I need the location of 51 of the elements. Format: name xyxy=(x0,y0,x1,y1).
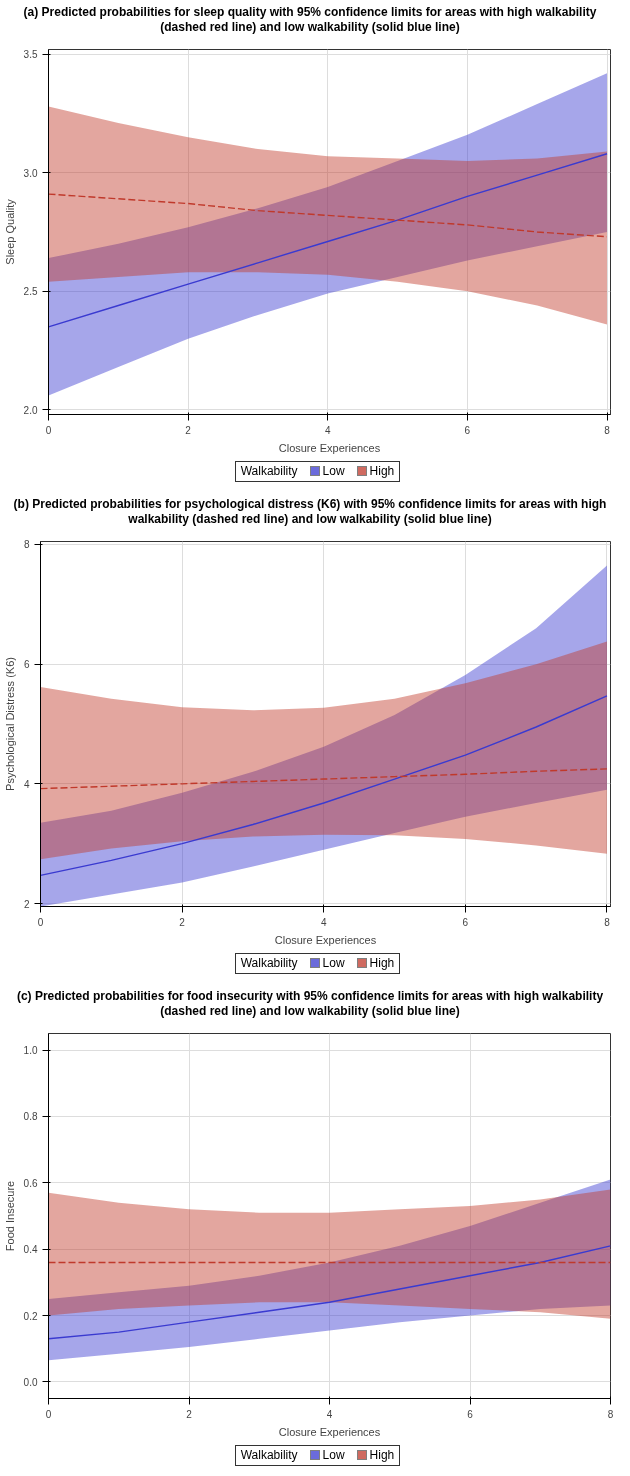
x-tick-label: 0 xyxy=(45,1408,52,1420)
x-tick-label: 2 xyxy=(179,916,186,928)
y-tick-label: 0.6 xyxy=(23,1177,38,1189)
y-tick-label: 3.0 xyxy=(23,167,38,179)
y-tick-label: 4 xyxy=(23,778,30,790)
chart-title: (b) Predicted probabilities for psychological distress (K6) with 95% confidence limits for areas with high walkability (dashed red line) and low walkability (solid blue line) xyxy=(12,497,608,527)
legend-label: Low xyxy=(322,956,345,970)
chart-title: (a) Predicted probabilities for sleep quality with 95% confidence limits for areas with high walkability (dashed red line) and low walkability (solid blue line) xyxy=(22,5,598,35)
x-axis-title: Closure Experiences xyxy=(274,933,377,946)
x-tick-label: 6 xyxy=(467,1408,474,1420)
legend-label: Low xyxy=(322,1448,345,1462)
y-tick-label: 3.5 xyxy=(23,49,38,61)
y-tick-label: 0.0 xyxy=(23,1376,38,1388)
x-tick-label: 4 xyxy=(326,1408,333,1420)
x-tick-label: 8 xyxy=(604,916,611,928)
y-tick-label: 0.8 xyxy=(23,1111,38,1123)
y-axis-title: Food Insecure xyxy=(3,1180,16,1252)
x-tick-label: 0 xyxy=(45,424,52,436)
legend-label: High xyxy=(369,956,395,970)
y-tick-label: 6 xyxy=(23,659,30,671)
x-axis-title: Closure Experiences xyxy=(278,1425,381,1438)
chart-title: (c) Predicted probabilities for food insecurity with 95% confidence limits for areas with high walkability (dashed red line) and low walkability (solid blue line) xyxy=(15,989,605,1019)
y-tick-label: 2.0 xyxy=(23,404,38,416)
x-tick-label: 6 xyxy=(462,916,469,928)
y-tick-label: 2.5 xyxy=(23,286,38,298)
legend-title: Walkability xyxy=(240,464,298,478)
legend-label: Low xyxy=(322,464,345,478)
x-tick-label: 2 xyxy=(185,424,192,436)
y-axis-title: Sleep Quality xyxy=(3,198,16,265)
legend-title: Walkability xyxy=(240,1448,298,1462)
x-tick-label: 2 xyxy=(186,1408,193,1420)
line-series xyxy=(40,768,608,790)
x-tick-label: 4 xyxy=(320,916,327,928)
legend-label: High xyxy=(369,1448,395,1462)
y-tick-label: 2 xyxy=(23,898,30,910)
y-tick-label: 0.2 xyxy=(23,1310,38,1322)
legend-label: High xyxy=(369,464,395,478)
legend-title: Walkability xyxy=(240,956,298,970)
line-series xyxy=(48,153,608,328)
x-tick-label: 0 xyxy=(37,916,44,928)
x-tick-label: 8 xyxy=(604,424,611,436)
x-axis-title: Closure Experiences xyxy=(278,441,381,454)
line-series xyxy=(48,1245,611,1340)
y-tick-label: 8 xyxy=(23,539,30,551)
x-tick-label: 4 xyxy=(324,424,331,436)
x-tick-label: 6 xyxy=(464,424,471,436)
x-tick-label: 8 xyxy=(607,1408,614,1420)
y-tick-label: 0.4 xyxy=(23,1244,38,1256)
line-series xyxy=(40,695,608,877)
y-axis-title: Psychological Distress (K6) xyxy=(3,657,16,791)
y-tick-label: 1.0 xyxy=(23,1045,38,1057)
